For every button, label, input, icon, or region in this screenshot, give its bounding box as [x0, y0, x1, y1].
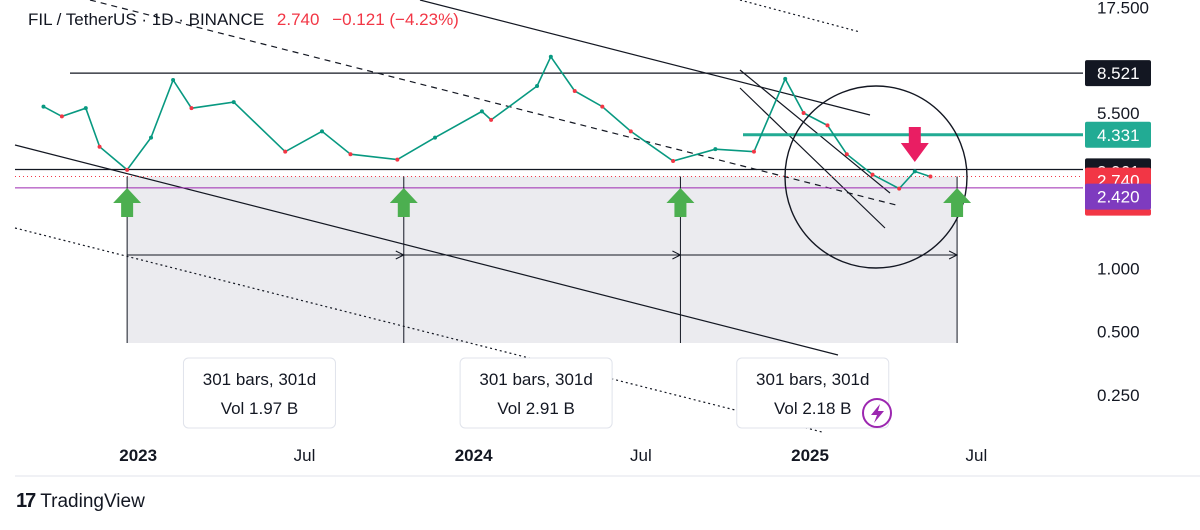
- price-point: [433, 135, 438, 140]
- y-tick-label: 0.500: [1097, 323, 1140, 342]
- range-box-volume: Vol 2.91 B: [497, 399, 575, 418]
- highlight-circle: [784, 85, 968, 269]
- price-point: [844, 152, 849, 157]
- outer-lower-dotted-line: [14, 227, 823, 433]
- price-point: [535, 83, 540, 88]
- range-box-volume: Vol 2.18 B: [774, 399, 852, 418]
- price-point: [825, 123, 830, 128]
- price-point: [395, 157, 400, 162]
- price-point: [548, 54, 553, 59]
- measure-zone: [127, 176, 958, 343]
- price-point: [912, 169, 917, 174]
- x-tick-label: 2024: [455, 446, 493, 465]
- price-point: [231, 100, 236, 105]
- last-price: 2.740: [276, 10, 320, 29]
- range-box: [182, 357, 336, 429]
- up-arrow-icon: [389, 188, 418, 217]
- measure-arrow-head: [948, 250, 959, 260]
- range-box: [736, 357, 890, 429]
- price-point: [149, 135, 154, 140]
- price-point: [125, 167, 130, 172]
- measure-arrow-head: [395, 250, 405, 260]
- x-tick-label: 2025: [791, 446, 829, 465]
- mid-dashed-line: [89, 0, 901, 207]
- price-point: [870, 172, 875, 177]
- up-arrow-icon: [943, 188, 972, 217]
- symbol-title: FIL / TetherUS · 1D · BINANCE: [28, 10, 265, 29]
- price-point: [319, 129, 324, 134]
- y-tick-label: 5.500: [1097, 104, 1140, 123]
- y-tick-label: 1.000: [1097, 259, 1140, 278]
- price-badge: [1085, 60, 1151, 87]
- x-tick-label: Jul: [966, 446, 988, 465]
- y-tick-label: 17.500: [1097, 0, 1149, 17]
- price-point: [671, 158, 676, 163]
- price-point: [928, 174, 933, 179]
- price-point: [348, 152, 353, 157]
- price-point: [97, 144, 102, 149]
- outer-upper-dotted-line: [739, 0, 861, 33]
- price-badge: [1085, 121, 1151, 148]
- price-point: [628, 129, 633, 134]
- wedge-top-line: [739, 69, 891, 194]
- up-arrow-icon: [113, 188, 142, 217]
- brand-footer[interactable]: 17 TradingView: [16, 490, 145, 513]
- x-tick-label: 2023: [119, 446, 157, 465]
- range-box-bars: 301 bars, 301d: [203, 370, 316, 389]
- brand-name: TradingView: [40, 490, 145, 512]
- price-point: [713, 147, 718, 152]
- price-point: [189, 106, 194, 111]
- price-badge: [1085, 183, 1151, 210]
- price-badge-label: 4.331: [1097, 126, 1140, 145]
- up-arrow-icon: [666, 188, 695, 217]
- price-point: [801, 111, 806, 116]
- x-tick-label: Jul: [630, 446, 652, 465]
- down-arrow-icon: [900, 127, 929, 162]
- price-badge-label: 8.521: [1097, 64, 1140, 83]
- price-line: [43, 55, 931, 190]
- price-point: [83, 106, 88, 111]
- range-box-volume: Vol 1.97 B: [221, 399, 299, 418]
- price-point: [41, 104, 46, 109]
- price-point: [751, 149, 756, 154]
- wedge-bottom-line: [739, 87, 886, 229]
- price-point: [59, 114, 64, 119]
- price-point: [783, 76, 788, 81]
- price-point: [283, 149, 288, 154]
- range-box-bars: 301 bars, 301d: [479, 370, 592, 389]
- y-tick-label: 0.250: [1097, 386, 1140, 405]
- x-tick-label: Jul: [294, 446, 316, 465]
- lower-channel-line: [14, 144, 839, 356]
- price-point: [897, 186, 902, 191]
- price-point: [479, 109, 484, 114]
- price-point: [489, 117, 494, 122]
- range-box: [459, 357, 613, 429]
- range-box-bars: 301 bars, 301d: [756, 370, 869, 389]
- price-point: [572, 89, 577, 94]
- price-point: [600, 104, 605, 109]
- tradingview-logo-icon: 17: [16, 490, 36, 512]
- price-point: [171, 78, 176, 83]
- price-change: −0.121 (−4.23%): [332, 10, 459, 29]
- lightning-bolt-icon: [871, 404, 884, 423]
- symbol-header: FIL / TetherUS · 1D · BINANCE 2.740 −0.1…: [28, 10, 459, 30]
- price-badge-label: 2.420: [1097, 188, 1140, 207]
